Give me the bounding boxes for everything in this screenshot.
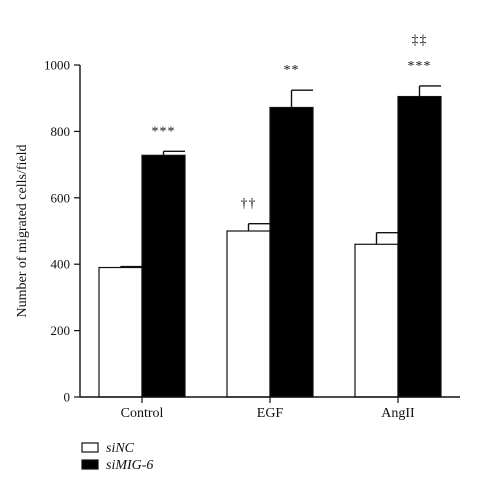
plot-area: ***††** ***‡‡ [98,33,442,398]
legend-swatch-simig-6 [81,459,99,470]
y-tick-label-1000: 1000 [44,58,70,73]
y-tick-label-0: 0 [64,390,71,405]
bar-sinc-control [98,266,143,398]
legend-label-simig-6: siMIG-6 [106,458,153,473]
bar-simig-6-angii [397,95,442,398]
annotation-simig-6-angii: *** [408,59,432,74]
y-tick-label-800: 800 [51,124,71,139]
y-tick-label-600: 600 [51,190,71,205]
y-tick-label-400: 400 [51,257,71,272]
annotation-simig-6-egf: ** [284,63,300,78]
x-tick-label-control: Control [121,406,164,421]
bar-simig-6-control [141,154,186,398]
annotation-sinc-egf: †† [241,197,257,212]
legend-label-sinc: siNC [106,441,135,456]
axes: 0 200 400 600 800 1000 Control EGF AngII [44,58,460,421]
y-axis-title: Number of migrated cells/field [15,145,30,318]
legend: siNC siMIG-6 [81,441,153,473]
legend-swatch-sinc [81,442,99,453]
annotation-simig-6-control: *** [152,124,176,139]
bar-sinc-egf [226,230,271,398]
x-tick-label-angii: AngII [381,406,415,421]
y-tick-label-200: 200 [51,323,71,338]
annotation-extra-0: ‡‡ [412,33,428,48]
bar-sinc-angii [354,243,399,398]
x-tick-label-egf: EGF [257,406,284,421]
bar-simig-6-egf [269,106,314,398]
